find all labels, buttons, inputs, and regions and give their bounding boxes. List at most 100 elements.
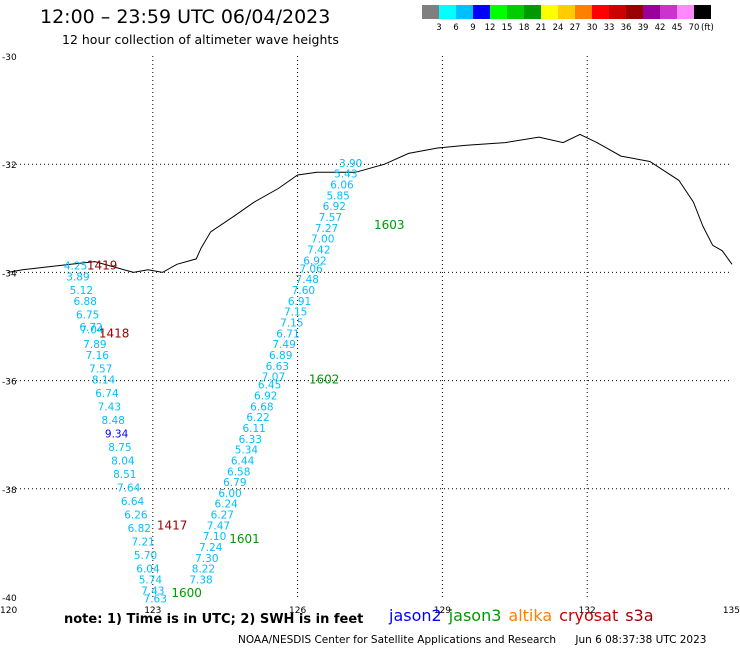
wave-height-value: 6.92 (323, 201, 346, 213)
wave-height-value: 7.64 (117, 483, 141, 495)
wave-height-value: 7.24 (199, 542, 223, 554)
credit-line: NOAA/NESDIS Center for Satellite Applica… (238, 634, 722, 646)
color-scale-label: 36 (620, 23, 632, 33)
wave-height-value: 3.89 (66, 272, 89, 284)
color-scale-swatch (524, 5, 541, 19)
latitude-tick-label: -40 (2, 594, 17, 604)
color-scale-label: 15 (501, 23, 513, 33)
wave-height-value: 6.75 (76, 309, 99, 321)
wave-height-value: 6.06 (330, 180, 354, 192)
wave-height-value: 6.04 (136, 564, 160, 576)
wave-height-value: 5.85 (326, 190, 349, 202)
wave-height-value: 3.90 (339, 158, 362, 170)
axis-labels: -30 -32 -34 -36 -38 -40 120 123 126 129 132 135 (0, 53, 740, 616)
color-scale-swatch (456, 5, 473, 19)
map-title: 12:00 – 23:59 UTC 06/04/2023 (40, 6, 331, 28)
wave-height-value: 6.88 (74, 296, 97, 308)
wave-height-value: 6.71 (276, 328, 299, 340)
wave-height-value: 6.64 (121, 496, 145, 508)
wave-height-value: 7.47 (207, 520, 230, 532)
wave-height-value: 7.43 (141, 585, 164, 597)
pass-time-label: 1602 (309, 372, 340, 386)
wave-height-value: 6.33 (239, 434, 262, 446)
wave-height-value: 7.15 (284, 307, 307, 319)
longitude-tick-label: 129 (434, 606, 451, 616)
wave-height-value: 5.70 (134, 550, 157, 562)
color-scale-label: 21 (535, 23, 547, 33)
wave-height-value: 8.04 (111, 455, 135, 467)
wave-height-value: 6.00 (218, 488, 241, 500)
wave-height-value: 7.15 (280, 318, 303, 330)
wave-height-value: 6.92 (254, 391, 277, 403)
wave-height-value: 8.51 (113, 469, 136, 481)
mission-legend-entry: altika (508, 606, 553, 625)
wave-height-value: 7.04 (80, 325, 104, 337)
color-scale-swatch (609, 5, 626, 19)
mission-legend: jason2 jason3 altika cryosat s3a (389, 606, 661, 625)
wave-height-value: 6.91 (288, 296, 311, 308)
wave-height-value: 7.10 (203, 531, 226, 543)
wave-height-value: 6.44 (231, 455, 255, 467)
wave-height-value: 5.43 (334, 169, 357, 181)
color-scale-swatch (490, 5, 507, 19)
wave-height-value: 7.43 (98, 401, 121, 413)
mission-legend-entry: jason2 (389, 606, 442, 625)
longitude-tick-label: 135 (723, 606, 740, 616)
latitude-tick-label: -38 (2, 486, 17, 496)
color-scale-swatch (558, 5, 575, 19)
wave-height-value: 8.14 (92, 374, 116, 386)
longitude-tick-label: 126 (289, 606, 306, 616)
mission-legend-entry: cryosat (559, 606, 619, 625)
wave-height-value: 5.74 (139, 574, 163, 586)
longitude-tick-label: 123 (144, 606, 161, 616)
longitude-tick-label: 132 (579, 606, 596, 616)
coastline-path (7, 133, 733, 273)
mission-legend-entry: s3a (625, 606, 654, 625)
wave-height-value: 7.38 (189, 574, 212, 586)
coastline (7, 133, 733, 273)
mission-legend-entry: jason3 (448, 606, 502, 625)
wave-height-value: 7.57 (89, 363, 112, 375)
wave-height-value: 7.06 (299, 263, 323, 275)
color-scale-label: 24 (552, 23, 564, 33)
pass-time-label: 1418 (99, 326, 130, 340)
wave-height-value: 8.48 (102, 415, 125, 427)
color-scale-label: 12 (484, 23, 496, 33)
color-scale-label: 3 (436, 23, 442, 33)
pass-time-label: 1603 (374, 218, 405, 232)
latitude-tick-label: -30 (2, 53, 17, 63)
wave-height-value: 6.27 (211, 510, 234, 522)
wave-height-value: 8.75 (108, 442, 131, 454)
color-scale-label: 39 (637, 23, 649, 33)
wave-height-value: 4.25 (64, 261, 87, 273)
color-scale-swatch (626, 5, 643, 19)
pass-time-label: 1601 (229, 532, 260, 546)
wave-height-value: 7.57 (319, 212, 342, 224)
wave-height-value: 6.45 (258, 380, 281, 392)
units-note: note: 1) Time is in UTC; 2) SWH is in fe… (64, 612, 364, 627)
latitude-tick-label: -32 (2, 161, 17, 171)
pass-time-label: 1600 (171, 586, 202, 600)
wave-height-value: 7.49 (272, 339, 295, 351)
color-scale-swatch (660, 5, 677, 19)
wave-height-value: 6.92 (303, 255, 326, 267)
wave-height-value: 6.58 (227, 466, 250, 478)
color-scale-label: 70 (688, 23, 700, 33)
wave-height-value: 6.24 (214, 499, 238, 511)
wave-height-value: 7.63 (144, 593, 167, 605)
wave-height-value: 6.82 (128, 523, 151, 535)
credit-timestamp: Jun 6 08:37:38 UTC 2023 (575, 634, 707, 646)
wave-height-value: 7.60 (292, 285, 315, 297)
wave-height-value: 7.30 (195, 553, 218, 565)
wave-height-value: 7.42 (307, 244, 330, 256)
pass-time-label: 1417 (157, 518, 188, 532)
wave-height-value: 7.07 (262, 372, 285, 384)
wave-height-value: 8.22 (192, 564, 215, 576)
wave-height-value: 7.16 (86, 350, 110, 362)
graticule (8, 56, 732, 597)
color-scale-label: 45 (671, 23, 683, 33)
color-scale-swatch (694, 5, 711, 19)
color-scale-swatch (575, 5, 592, 19)
altimeter-tracks: 4.253.895.126.886.756.727.047.897.167.57… (64, 158, 363, 606)
color-scale-label: 6 (453, 23, 459, 33)
